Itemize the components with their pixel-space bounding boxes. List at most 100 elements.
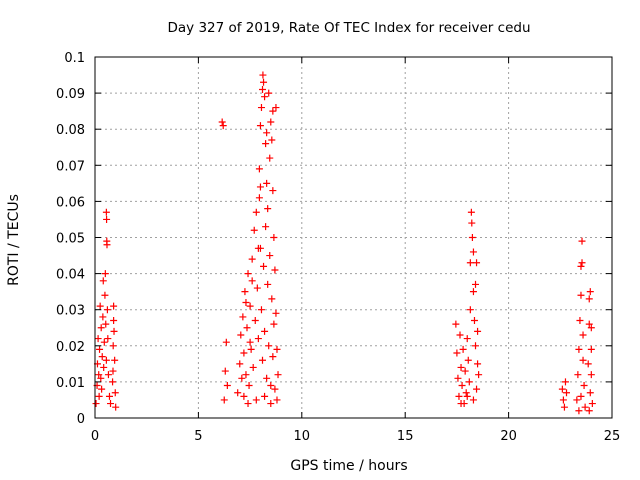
- data-point: [262, 223, 270, 231]
- data-point: [259, 85, 267, 93]
- data-point: [238, 374, 246, 382]
- data-point: [234, 389, 242, 397]
- data-point: [461, 367, 469, 375]
- data-point: [220, 396, 228, 404]
- data-point: [270, 234, 278, 241]
- data-point: [99, 313, 107, 321]
- data-point: [261, 392, 269, 400]
- y-axis-label: ROTI / TECUs: [6, 194, 22, 286]
- data-point: [470, 317, 478, 325]
- data-point: [587, 345, 595, 353]
- data-point: [458, 382, 466, 390]
- data-point: [242, 298, 250, 306]
- data-point: [453, 349, 461, 357]
- data-point: [273, 345, 281, 353]
- data-point: [558, 385, 566, 393]
- data-point: [102, 208, 110, 216]
- data-point: [265, 89, 273, 97]
- data-point: [588, 400, 596, 408]
- data-point: [109, 378, 117, 386]
- data-point: [587, 371, 595, 379]
- data-point: [105, 392, 113, 400]
- data-point: [472, 342, 480, 350]
- data-point: [468, 234, 476, 241]
- data-point: [104, 335, 112, 343]
- data-point: [248, 255, 256, 263]
- data-point: [578, 237, 586, 245]
- data-point: [466, 259, 474, 267]
- data-point: [473, 385, 481, 393]
- data-point: [474, 327, 482, 335]
- data-point: [95, 392, 103, 400]
- x-tick-label: 15: [397, 429, 414, 444]
- data-point: [100, 363, 108, 371]
- data-point: [469, 396, 477, 404]
- data-point: [107, 400, 115, 408]
- data-point: [263, 374, 271, 382]
- data-point: [256, 122, 264, 130]
- data-point: [463, 335, 471, 343]
- data-point: [464, 356, 472, 364]
- data-point: [223, 382, 231, 390]
- data-point: [577, 392, 585, 400]
- data-point: [586, 389, 594, 397]
- data-point: [263, 129, 271, 137]
- x-axis-label: GPS time / hours: [290, 458, 407, 474]
- data-point: [255, 194, 263, 202]
- data-point: [101, 270, 109, 278]
- data-point: [255, 165, 263, 173]
- data-point: [267, 400, 275, 408]
- data-point: [260, 78, 268, 86]
- data-point: [267, 382, 275, 390]
- data-point: [219, 122, 227, 130]
- data-point: [253, 284, 261, 292]
- data-point: [239, 313, 247, 321]
- data-point: [457, 400, 465, 408]
- data-point: [273, 396, 281, 404]
- y-tick-label: 0.02: [56, 340, 85, 355]
- x-tick-label: 0: [91, 429, 99, 444]
- data-point: [240, 392, 248, 400]
- data-point: [472, 280, 480, 288]
- y-tick-label: 0.04: [56, 268, 85, 283]
- data-point: [475, 371, 483, 379]
- data-point: [95, 371, 103, 379]
- data-point: [272, 104, 280, 112]
- data-point: [579, 356, 587, 364]
- data-point: [576, 317, 584, 325]
- data-point: [261, 327, 269, 335]
- data-point: [96, 345, 104, 353]
- y-tick-labels: 0 0.01 0.02 0.03 0.04 0.05 0.06 0.07 0.08 0.09 0.1: [56, 51, 85, 427]
- data-point: [454, 374, 462, 382]
- data-point: [111, 389, 119, 397]
- data-point: [102, 356, 110, 364]
- y-tick-label: 0.08: [56, 123, 85, 138]
- data-point: [104, 371, 112, 379]
- data-point: [265, 342, 273, 350]
- data-point: [241, 288, 249, 296]
- data-point: [563, 389, 571, 397]
- x-tick-label: 20: [500, 429, 517, 444]
- data-point: [99, 277, 107, 285]
- data-point: [98, 385, 106, 393]
- data-point: [264, 205, 272, 213]
- data-point: [474, 360, 482, 368]
- data-point: [473, 259, 481, 267]
- data-point: [268, 136, 276, 144]
- data-point: [268, 295, 276, 303]
- data-point: [456, 331, 464, 339]
- y-tick-label: 0.05: [56, 232, 85, 247]
- data-point: [269, 187, 277, 195]
- data-point: [97, 324, 105, 332]
- data-point: [584, 360, 592, 368]
- data-point: [221, 367, 229, 375]
- data-point: [263, 179, 271, 187]
- data-point: [110, 302, 118, 310]
- grid-layer: [95, 57, 612, 418]
- data-point: [243, 324, 251, 332]
- data-point: [271, 266, 279, 274]
- data-point: [109, 367, 117, 375]
- y-tick-label: 0.09: [56, 87, 85, 102]
- data-point: [110, 317, 118, 325]
